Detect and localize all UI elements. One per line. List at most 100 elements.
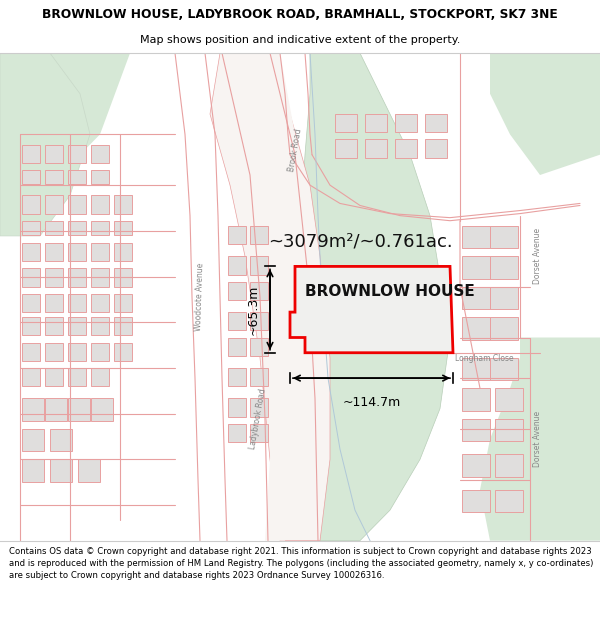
Polygon shape [91,368,109,386]
Polygon shape [228,338,246,356]
Polygon shape [22,243,40,261]
Polygon shape [425,139,447,158]
Text: ~65.3m: ~65.3m [247,284,260,335]
Polygon shape [68,243,86,261]
Polygon shape [495,419,523,441]
Polygon shape [228,368,246,386]
Polygon shape [22,368,40,386]
Polygon shape [228,399,246,417]
Polygon shape [22,195,40,214]
Polygon shape [45,144,63,162]
Polygon shape [22,317,40,336]
Polygon shape [490,256,518,279]
Polygon shape [490,53,600,175]
Polygon shape [22,221,40,235]
Polygon shape [68,221,86,235]
Polygon shape [114,195,132,214]
Polygon shape [250,282,268,300]
Polygon shape [250,338,268,356]
Polygon shape [68,170,86,184]
Polygon shape [490,317,518,339]
Polygon shape [45,368,63,386]
Polygon shape [365,139,387,158]
Polygon shape [425,114,447,132]
Polygon shape [22,399,44,421]
Text: Brook Road: Brook Road [287,127,303,172]
Polygon shape [91,243,109,261]
Polygon shape [22,269,40,287]
Polygon shape [250,226,268,244]
Polygon shape [91,144,109,162]
Polygon shape [462,357,490,380]
Polygon shape [462,226,490,248]
Polygon shape [45,195,63,214]
Polygon shape [22,429,44,451]
Polygon shape [91,170,109,184]
Polygon shape [45,342,63,361]
Polygon shape [91,399,113,421]
Polygon shape [91,342,109,361]
Polygon shape [114,317,132,336]
Polygon shape [22,294,40,312]
Polygon shape [228,424,246,442]
Polygon shape [462,317,490,339]
Polygon shape [462,256,490,279]
Text: Dorset Avenue: Dorset Avenue [533,411,542,467]
Polygon shape [91,221,109,235]
Polygon shape [114,269,132,287]
Polygon shape [255,53,305,541]
Polygon shape [462,454,490,477]
Text: Woodcote Avenue: Woodcote Avenue [194,262,206,331]
Polygon shape [45,221,63,235]
Polygon shape [228,256,246,274]
Polygon shape [68,269,86,287]
Polygon shape [250,399,268,417]
Polygon shape [0,53,90,236]
Polygon shape [495,454,523,477]
Polygon shape [228,282,246,300]
Text: Map shows position and indicative extent of the property.: Map shows position and indicative extent… [140,35,460,45]
Polygon shape [462,419,490,441]
Polygon shape [462,490,490,512]
Polygon shape [68,144,86,162]
Polygon shape [335,114,357,132]
Polygon shape [210,53,330,541]
Polygon shape [114,221,132,235]
Polygon shape [68,317,86,336]
Polygon shape [462,388,490,411]
Text: Ladybrook Road: Ladybrook Road [248,388,268,450]
Polygon shape [91,195,109,214]
Polygon shape [68,342,86,361]
Polygon shape [290,53,450,541]
Polygon shape [490,357,518,380]
Polygon shape [22,342,40,361]
Polygon shape [250,312,268,331]
Polygon shape [45,269,63,287]
Text: Dorset Avenue: Dorset Avenue [533,228,542,284]
Polygon shape [45,294,63,312]
Polygon shape [0,53,130,216]
Polygon shape [395,114,417,132]
Polygon shape [68,294,86,312]
Polygon shape [290,266,453,352]
Polygon shape [335,139,357,158]
Polygon shape [22,144,40,162]
Polygon shape [22,459,44,482]
Polygon shape [114,294,132,312]
Polygon shape [68,368,86,386]
Text: ~3079m²/~0.761ac.: ~3079m²/~0.761ac. [268,232,452,250]
Polygon shape [45,170,63,184]
Polygon shape [50,429,72,451]
Polygon shape [395,139,417,158]
Text: BROWNLOW HOUSE, LADYBROOK ROAD, BRAMHALL, STOCKPORT, SK7 3NE: BROWNLOW HOUSE, LADYBROOK ROAD, BRAMHALL… [42,8,558,21]
Polygon shape [68,195,86,214]
Polygon shape [22,170,40,184]
Text: Longham Close: Longham Close [455,354,514,363]
Polygon shape [91,317,109,336]
Polygon shape [45,243,63,261]
Polygon shape [495,388,523,411]
Polygon shape [50,459,72,482]
Polygon shape [250,368,268,386]
Polygon shape [250,256,268,274]
Polygon shape [114,243,132,261]
